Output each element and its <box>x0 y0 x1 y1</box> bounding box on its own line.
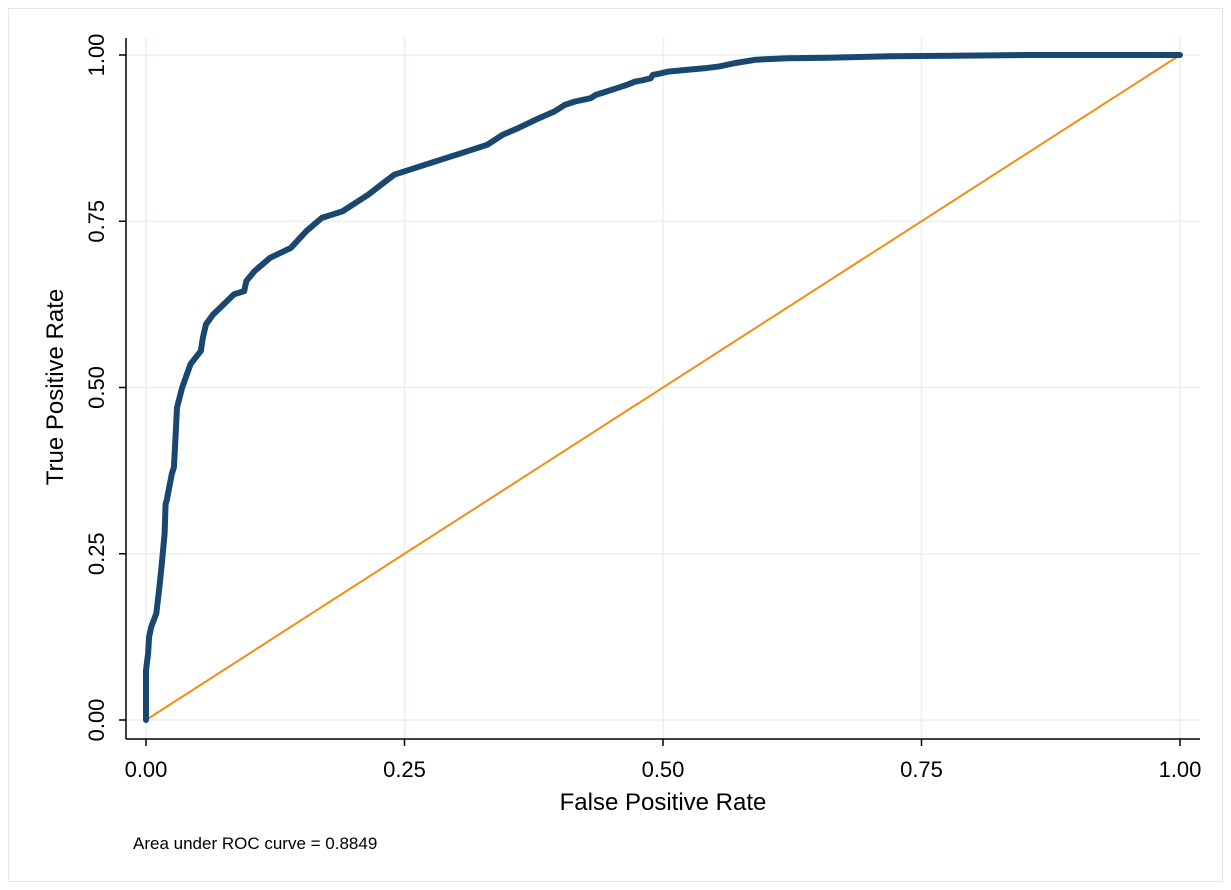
x-tick-label-1: 0.25 <box>383 757 426 782</box>
y-tick-label-0: 0.00 <box>84 699 109 742</box>
x-tick-label-4: 1.00 <box>1159 757 1202 782</box>
x-axis-ticks: 0.00 0.25 0.50 0.75 1.00 <box>125 739 1202 782</box>
y-axis-title: True Positive Rate <box>42 289 69 486</box>
x-tick-label-3: 0.75 <box>900 757 943 782</box>
auc-note: Area under ROC curve = 0.8849 <box>133 834 377 853</box>
series <box>143 52 1183 723</box>
x-tick-label-2: 0.50 <box>642 757 685 782</box>
reference-diagonal-line <box>145 54 1181 721</box>
roc-curve-line <box>143 52 1183 723</box>
x-tick-label-0: 0.00 <box>125 757 168 782</box>
y-tick-label-3: 0.75 <box>84 200 109 243</box>
y-tick-label-2: 0.50 <box>84 366 109 409</box>
y-tick-label-1: 0.25 <box>84 532 109 575</box>
y-axis-ticks: 0.00 0.25 0.50 0.75 1.00 <box>84 34 126 742</box>
x-axis-title: False Positive Rate <box>560 789 767 816</box>
grid <box>126 38 1200 739</box>
chart-frame <box>8 8 1223 882</box>
y-tick-label-4: 1.00 <box>84 34 109 77</box>
